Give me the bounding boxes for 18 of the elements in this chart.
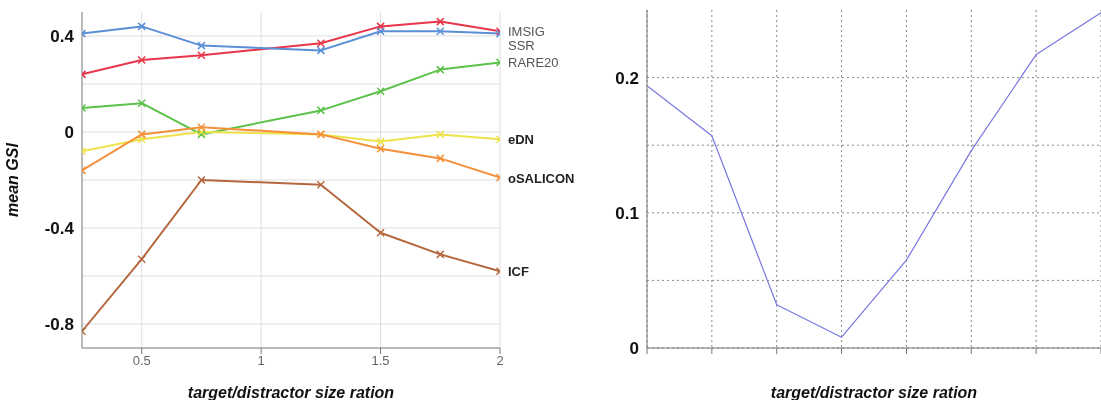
series-label: IMSIG: [508, 24, 545, 40]
series-label: ICF: [508, 264, 529, 280]
x-tick-label: 1.5: [371, 353, 390, 369]
y-tick-label: 0: [629, 339, 639, 359]
y-tick-label: 0.2: [615, 68, 639, 88]
series-label: eDN: [508, 132, 535, 148]
series-label: oSALICON: [508, 170, 575, 186]
series-label: SSR: [508, 38, 535, 54]
y-tick-label: 0: [64, 123, 74, 143]
x-tick-label: 2: [496, 353, 504, 369]
y-tick-label: 0.1: [615, 203, 639, 223]
x-tick-label: 1: [257, 353, 265, 369]
y-tick-label: -0.4: [44, 219, 75, 239]
y-tick-label: -0.8: [44, 315, 74, 335]
y-axis-title: mean GSI: [3, 142, 21, 217]
y-tick-label: 0.4: [50, 27, 75, 47]
series-label: RARE20: [508, 55, 559, 71]
x-tick-label: 0.5: [132, 353, 151, 369]
